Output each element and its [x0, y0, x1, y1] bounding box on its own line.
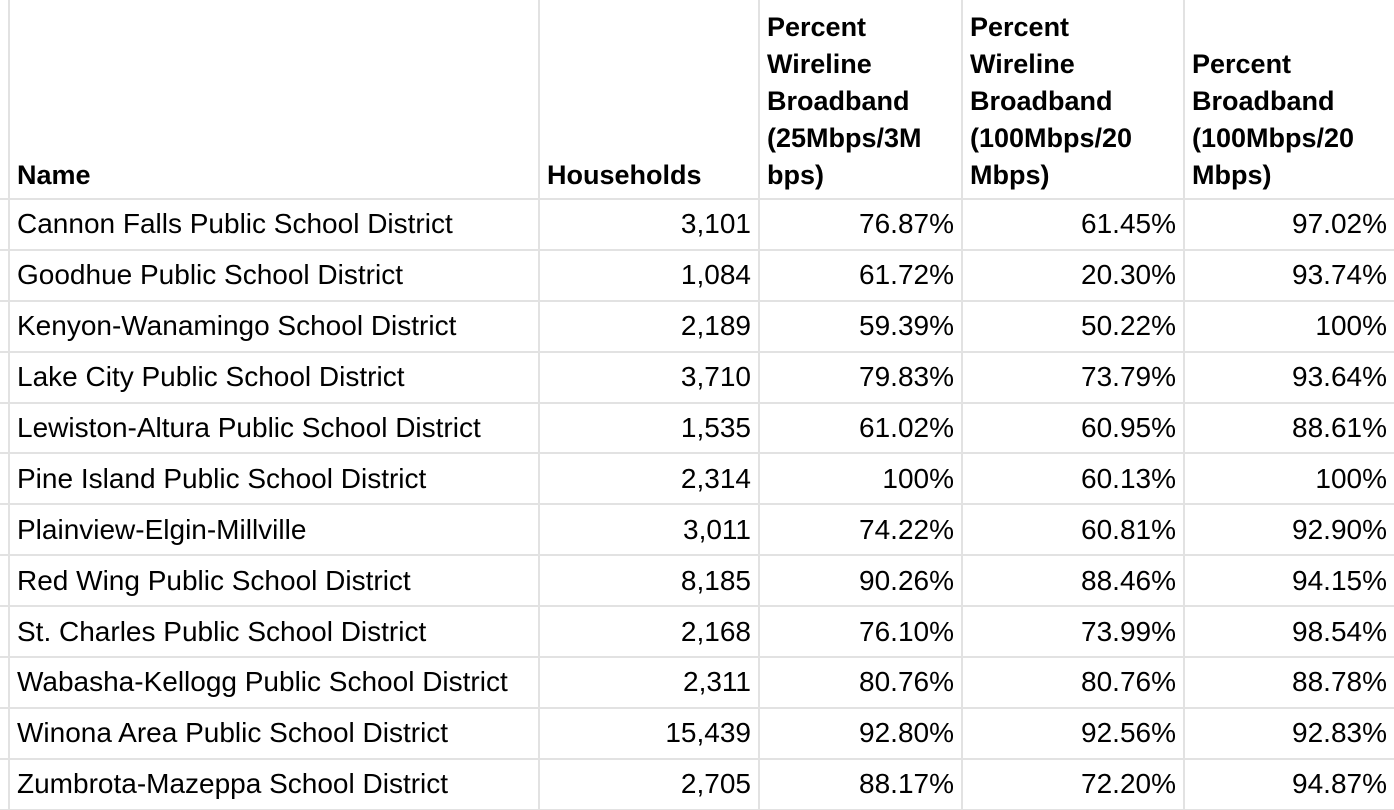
cell-district-name[interactable]: Cannon Falls Public School District: [10, 200, 540, 251]
cell-households[interactable]: 2,314: [540, 454, 760, 506]
cell-district-name[interactable]: Pine Island Public School District: [10, 454, 540, 506]
cell-pct-broadband-100-20[interactable]: 88.78%: [1185, 658, 1394, 709]
left-edge-cell: [0, 301, 10, 353]
header-row: Name Households Percent Wireline Broadba…: [0, 0, 1394, 200]
cell-pct-broadband-100-20[interactable]: 93.74%: [1185, 251, 1394, 302]
table-row: Lake City Public School District 3,710 7…: [0, 352, 1394, 404]
cell-households[interactable]: 1,535: [540, 403, 760, 455]
cell-households[interactable]: 2,705: [540, 759, 760, 810]
cell-pct-wireline-25-3[interactable]: 90.26%: [760, 556, 963, 608]
table-row: Winona Area Public School District 15,43…: [0, 708, 1394, 760]
left-edge-cell: [0, 556, 10, 608]
header-cell-name[interactable]: Name: [10, 0, 540, 200]
cell-pct-broadband-100-20[interactable]: 88.61%: [1185, 404, 1394, 455]
table-row: Wabasha-Kellogg Public School District 2…: [0, 658, 1394, 709]
header-cell-pct-broadband-100-20[interactable]: Percent Broadband (100Mbps/20 Mbps): [1185, 0, 1394, 200]
cell-pct-wireline-25-3[interactable]: 92.80%: [760, 708, 963, 760]
table-row: Red Wing Public School District 8,185 90…: [0, 556, 1394, 608]
cell-district-name[interactable]: Plainview-Elgin-Millville: [10, 505, 540, 557]
cell-pct-broadband-100-20[interactable]: 97.02%: [1185, 200, 1394, 251]
header-cell-pct-wireline-25-3[interactable]: Percent Wireline Broadband (25Mbps/3M bp…: [760, 0, 963, 200]
cell-district-name[interactable]: Wabasha-Kellogg Public School District: [10, 658, 540, 709]
cell-households[interactable]: 3,710: [540, 352, 760, 404]
cell-pct-wireline-100-20[interactable]: 92.56%: [963, 708, 1185, 760]
cell-households[interactable]: 1,084: [540, 250, 760, 302]
cell-pct-broadband-100-20[interactable]: 92.83%: [1185, 709, 1394, 760]
cell-households[interactable]: 2,189: [540, 301, 760, 353]
table-row: Lewiston-Altura Public School District 1…: [0, 403, 1394, 455]
cell-district-name[interactable]: St. Charles Public School District: [10, 607, 540, 659]
cell-pct-broadband-100-20[interactable]: 94.87%: [1185, 760, 1394, 810]
left-edge-cell: [0, 658, 10, 709]
cell-households[interactable]: 15,439: [540, 708, 760, 760]
header-cell-households[interactable]: Households: [540, 0, 760, 200]
cell-pct-wireline-100-20[interactable]: 61.45%: [963, 200, 1185, 251]
cell-pct-wireline-100-20[interactable]: 60.95%: [963, 403, 1185, 455]
left-edge-cell: [0, 0, 10, 200]
cell-pct-wireline-100-20[interactable]: 88.46%: [963, 556, 1185, 608]
cell-pct-broadband-100-20[interactable]: 100%: [1185, 302, 1394, 353]
cell-pct-wireline-100-20[interactable]: 72.20%: [963, 759, 1185, 810]
cell-pct-wireline-100-20[interactable]: 73.99%: [963, 607, 1185, 659]
left-edge-cell: [0, 200, 10, 251]
left-edge-cell: [0, 454, 10, 506]
table-row: Plainview-Elgin-Millville 3,011 74.22% 6…: [0, 505, 1394, 557]
cell-district-name[interactable]: Lake City Public School District: [10, 352, 540, 404]
cell-households[interactable]: 3,011: [540, 505, 760, 557]
cell-pct-wireline-25-3[interactable]: 80.76%: [760, 658, 963, 709]
header-cell-pct-wireline-100-20[interactable]: Percent Wireline Broadband (100Mbps/20 M…: [963, 0, 1185, 200]
table-row: Pine Island Public School District 2,314…: [0, 454, 1394, 506]
cell-district-name[interactable]: Zumbrota-Mazeppa School District: [10, 759, 540, 810]
cell-pct-wireline-25-3[interactable]: 61.02%: [760, 403, 963, 455]
left-edge-cell: [0, 352, 10, 404]
cell-households[interactable]: 2,311: [540, 658, 760, 709]
table-row: St. Charles Public School District 2,168…: [0, 607, 1394, 659]
cell-pct-wireline-100-20[interactable]: 60.13%: [963, 454, 1185, 506]
cell-pct-wireline-25-3[interactable]: 76.87%: [760, 200, 963, 251]
cell-district-name[interactable]: Kenyon-Wanamingo School District: [10, 301, 540, 353]
cell-households[interactable]: 2,168: [540, 607, 760, 659]
cell-pct-wireline-25-3[interactable]: 100%: [760, 454, 963, 506]
cell-pct-wireline-25-3[interactable]: 79.83%: [760, 352, 963, 404]
table-row: Goodhue Public School District 1,084 61.…: [0, 250, 1394, 302]
cell-pct-wireline-25-3[interactable]: 88.17%: [760, 759, 963, 810]
cell-pct-wireline-25-3[interactable]: 76.10%: [760, 607, 963, 659]
left-edge-cell: [0, 505, 10, 557]
cell-pct-broadband-100-20[interactable]: 93.64%: [1185, 353, 1394, 404]
left-edge-cell: [0, 403, 10, 455]
left-edge-cell: [0, 607, 10, 659]
cell-pct-wireline-100-20[interactable]: 73.79%: [963, 352, 1185, 404]
table-row: Kenyon-Wanamingo School District 2,189 5…: [0, 301, 1394, 353]
cell-pct-wireline-100-20[interactable]: 80.76%: [963, 658, 1185, 709]
cell-district-name[interactable]: Red Wing Public School District: [10, 556, 540, 608]
cell-households[interactable]: 3,101: [540, 200, 760, 251]
cell-households[interactable]: 8,185: [540, 556, 760, 608]
cell-district-name[interactable]: Winona Area Public School District: [10, 708, 540, 760]
cell-district-name[interactable]: Goodhue Public School District: [10, 250, 540, 302]
left-edge-cell: [0, 708, 10, 760]
cell-district-name[interactable]: Lewiston-Altura Public School District: [10, 403, 540, 455]
table-row: Zumbrota-Mazeppa School District 2,705 8…: [0, 759, 1394, 810]
table-row: Cannon Falls Public School District 3,10…: [0, 200, 1394, 251]
cell-pct-wireline-25-3[interactable]: 59.39%: [760, 301, 963, 353]
cell-pct-broadband-100-20[interactable]: 98.54%: [1185, 607, 1394, 659]
cell-pct-wireline-25-3[interactable]: 74.22%: [760, 505, 963, 557]
cell-pct-broadband-100-20[interactable]: 94.15%: [1185, 556, 1394, 608]
cell-pct-wireline-100-20[interactable]: 60.81%: [963, 505, 1185, 557]
cell-pct-broadband-100-20[interactable]: 100%: [1185, 454, 1394, 506]
left-edge-cell: [0, 250, 10, 302]
cell-pct-wireline-100-20[interactable]: 20.30%: [963, 250, 1185, 302]
cell-pct-broadband-100-20[interactable]: 92.90%: [1185, 505, 1394, 557]
left-edge-cell: [0, 759, 10, 810]
cell-pct-wireline-100-20[interactable]: 50.22%: [963, 301, 1185, 353]
cell-pct-wireline-25-3[interactable]: 61.72%: [760, 250, 963, 302]
